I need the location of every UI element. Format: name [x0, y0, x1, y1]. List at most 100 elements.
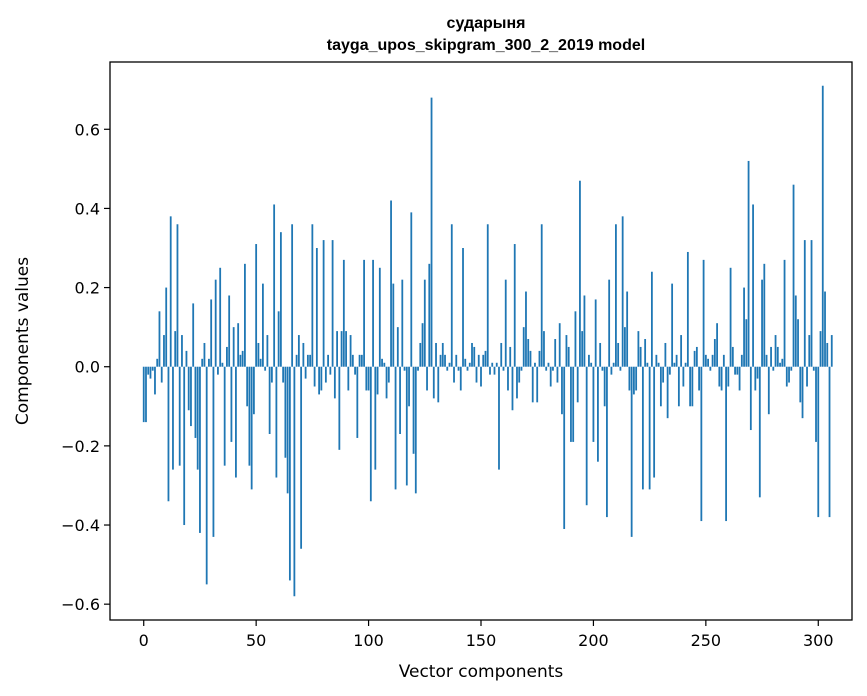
bar	[525, 291, 527, 367]
bar	[554, 339, 557, 367]
bar	[713, 339, 716, 367]
bar	[279, 232, 282, 367]
bar	[495, 362, 498, 367]
bar	[336, 331, 338, 367]
bar	[675, 354, 678, 367]
bar	[376, 366, 379, 395]
bar	[552, 366, 554, 371]
bar	[297, 335, 300, 367]
bar	[511, 366, 514, 411]
y-tick-label: 0.0	[75, 358, 100, 377]
bar	[572, 366, 575, 442]
bar	[734, 366, 736, 375]
bar	[156, 358, 159, 367]
x-tick-label: 300	[803, 631, 834, 650]
bar	[576, 366, 579, 403]
bar	[493, 366, 496, 375]
bar	[745, 319, 748, 367]
bar	[203, 342, 206, 367]
bar	[149, 366, 152, 379]
chart-title: сударыня	[447, 15, 526, 32]
bar	[435, 342, 437, 367]
bar	[626, 291, 629, 367]
bar	[311, 224, 314, 367]
bar	[237, 323, 240, 367]
bar	[277, 311, 280, 367]
bar	[628, 366, 631, 391]
bar	[383, 362, 386, 367]
bar	[408, 366, 410, 407]
bar	[210, 299, 213, 367]
bar	[232, 327, 235, 367]
bar	[666, 366, 669, 419]
bar	[815, 366, 817, 442]
bar	[457, 366, 460, 371]
bar	[731, 346, 734, 367]
bar	[228, 295, 231, 367]
bar	[374, 366, 377, 470]
bar	[151, 366, 154, 371]
bar	[349, 335, 352, 367]
bar	[174, 331, 177, 367]
bar	[686, 251, 689, 367]
bar	[549, 366, 552, 387]
bar	[824, 291, 826, 367]
bar	[372, 259, 374, 367]
bar	[574, 311, 577, 367]
bar	[450, 224, 453, 367]
bar	[217, 366, 219, 375]
bar	[556, 366, 559, 383]
x-tick-label: 100	[353, 631, 384, 650]
bar	[367, 366, 370, 391]
bar	[403, 366, 406, 371]
bar	[226, 346, 228, 367]
bar	[808, 335, 811, 367]
bar	[606, 366, 608, 518]
bar	[300, 366, 303, 549]
bar	[507, 366, 509, 391]
bar	[718, 366, 721, 387]
x-axis-label: Vector components	[399, 662, 564, 682]
bar	[770, 346, 772, 367]
bar	[455, 354, 458, 367]
bar	[585, 366, 588, 506]
bar	[270, 366, 273, 383]
bar	[196, 366, 199, 470]
bar	[421, 323, 424, 367]
bar	[426, 366, 428, 391]
bar	[664, 342, 667, 367]
bar	[486, 224, 489, 367]
bar	[799, 366, 802, 403]
bar	[381, 358, 383, 367]
bar	[603, 366, 606, 407]
bar	[518, 366, 521, 383]
bar	[673, 362, 676, 367]
bar	[473, 346, 476, 367]
bar	[212, 366, 215, 537]
bar	[293, 366, 296, 597]
bar	[774, 335, 777, 367]
bar	[828, 366, 831, 518]
bar	[257, 342, 260, 367]
bar	[545, 366, 548, 371]
bar	[567, 346, 570, 367]
bar	[725, 366, 727, 522]
bar	[464, 358, 467, 367]
bar	[147, 366, 150, 375]
chart-subtitle: tayga_upos_skipgram_300_2_2019 model	[327, 37, 645, 54]
bar	[165, 287, 168, 367]
bar	[646, 362, 649, 367]
bar	[500, 342, 503, 367]
bar	[680, 335, 683, 367]
bar	[590, 362, 593, 367]
bar	[529, 350, 532, 367]
bar	[347, 366, 350, 391]
bar	[448, 362, 451, 367]
bar	[695, 346, 698, 367]
bar	[459, 366, 462, 391]
x-tick-label: 150	[466, 631, 497, 650]
bar	[172, 366, 174, 470]
bar	[324, 366, 327, 383]
x-axis-ticks: 0 50 100 150 200 250 300	[139, 620, 834, 650]
bar	[583, 295, 586, 367]
